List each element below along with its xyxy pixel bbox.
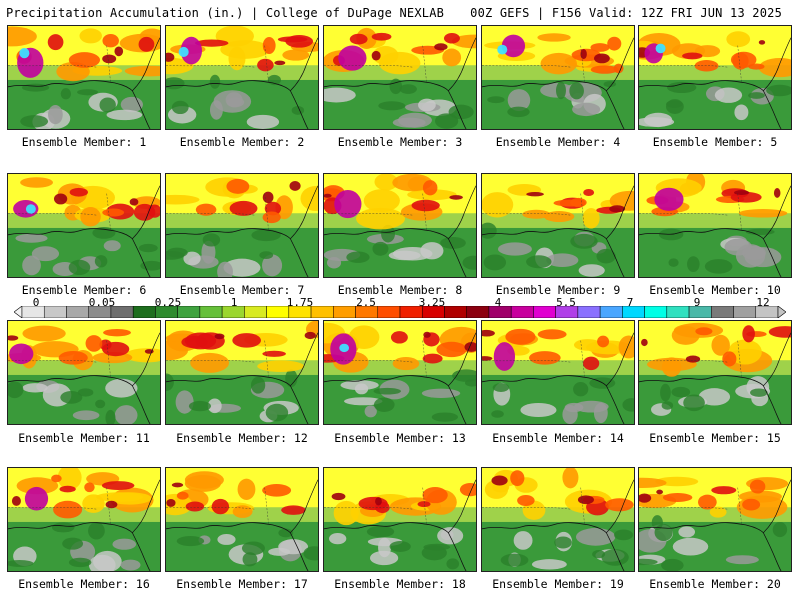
colorbar-tick-label: 12	[756, 296, 770, 309]
ensemble-map-panel[interactable]	[481, 173, 635, 278]
panel-label: Ensemble Member: 5	[652, 135, 778, 149]
colorbar-swatch	[444, 306, 467, 318]
colorbar-tick-label: 2.5	[356, 296, 376, 309]
panel-label: Ensemble Member: 18	[334, 577, 466, 591]
precip-field	[482, 26, 634, 129]
colorbar-tick-label: 5.5	[556, 296, 576, 309]
panel-label: Ensemble Member: 9	[495, 283, 621, 297]
panel-label: Ensemble Member: 7	[179, 283, 305, 297]
panel-label: Ensemble Member: 8	[337, 283, 463, 297]
precip-field	[324, 468, 476, 571]
colorbar-swatch	[466, 306, 490, 318]
ensemble-map-panel[interactable]	[323, 25, 477, 130]
colorbar-swatch	[266, 306, 290, 318]
colorbar-right-arrow	[777, 306, 786, 318]
panel-label: Ensemble Member: 19	[492, 577, 624, 591]
precip-field	[166, 174, 318, 277]
colorbar-swatch	[577, 306, 601, 318]
ensemble-map-panel[interactable]	[323, 173, 477, 278]
precip-field	[8, 321, 160, 424]
panel-label: Ensemble Member: 1	[21, 135, 147, 149]
panel-label: Ensemble Member: 11	[18, 431, 150, 445]
colorbar-tick-label: 1	[230, 296, 238, 309]
precip-field	[482, 468, 634, 571]
ensemble-map-panel[interactable]	[638, 173, 792, 278]
colorbar-tick-label: 0.25	[154, 296, 182, 309]
precip-field	[8, 468, 160, 571]
ensemble-map-panel[interactable]	[7, 173, 161, 278]
colorbar-tick-label: 7	[626, 296, 634, 309]
precip-field	[166, 321, 318, 424]
ensemble-map-panel[interactable]	[638, 25, 792, 130]
colorbar-swatch	[132, 306, 156, 318]
precip-field	[639, 468, 791, 571]
ensemble-map-panel[interactable]	[165, 25, 319, 130]
colorbar	[14, 306, 786, 318]
colorbar-left-arrow	[14, 306, 23, 318]
ensemble-map-panel[interactable]	[323, 467, 477, 572]
ensemble-map-panel[interactable]	[7, 25, 161, 130]
ensemble-map-panel[interactable]	[481, 320, 635, 425]
ensemble-map-panel[interactable]	[165, 467, 319, 572]
colorbar-swatch	[43, 306, 67, 318]
colorbar-tick-label: 4	[494, 296, 502, 309]
panel-label: Ensemble Member: 6	[21, 283, 147, 297]
colorbar-tick-label: 3.25	[418, 296, 446, 309]
colorbar-tick-label: 0.05	[88, 296, 116, 309]
ensemble-map-panel[interactable]	[481, 467, 635, 572]
colorbar-swatch	[533, 306, 556, 318]
panel-label: Ensemble Member: 17	[176, 577, 308, 591]
precip-field	[166, 26, 318, 129]
colorbar-swatch	[310, 306, 334, 318]
colorbar-swatch	[711, 306, 734, 318]
colorbar-swatch	[666, 306, 690, 318]
precip-field	[639, 321, 791, 424]
panel-label: Ensemble Member: 12	[176, 431, 308, 445]
colorbar-swatch	[199, 306, 223, 318]
panel-label: Ensemble Member: 4	[495, 135, 621, 149]
precip-field	[324, 321, 476, 424]
precip-field	[482, 174, 634, 277]
colorbar-swatch	[733, 306, 757, 318]
ensemble-map-panel[interactable]	[7, 467, 161, 572]
panel-label: Ensemble Member: 2	[179, 135, 305, 149]
colorbar-swatch	[644, 306, 668, 318]
precip-field	[166, 468, 318, 571]
ensemble-map-panel[interactable]	[323, 320, 477, 425]
colorbar-swatch	[510, 306, 534, 318]
precip-field	[324, 26, 476, 129]
map-title: Precipitation Accumulation (in.) | Colle…	[6, 6, 445, 20]
colorbar-tick-label: 9	[693, 296, 701, 309]
precip-field	[639, 174, 791, 277]
precip-field	[8, 174, 160, 277]
ensemble-map-panel[interactable]	[638, 320, 792, 425]
colorbar-swatch	[622, 306, 645, 318]
panel-label: Ensemble Member: 3	[337, 135, 463, 149]
precip-field	[482, 321, 634, 424]
ensemble-map-panel[interactable]	[638, 467, 792, 572]
valid-time: 00Z GEFS | F156 Valid: 12Z FRI JUN 13 20…	[470, 6, 782, 20]
ensemble-map-panel[interactable]	[165, 320, 319, 425]
ensemble-map-panel[interactable]	[165, 173, 319, 278]
precip-field	[324, 174, 476, 277]
colorbar-swatch	[244, 306, 267, 318]
colorbar-swatch	[377, 306, 401, 318]
panel-label: Ensemble Member: 14	[492, 431, 624, 445]
panel-label: Ensemble Member: 10	[649, 283, 781, 297]
panel-label: Ensemble Member: 20	[649, 577, 781, 591]
ensemble-map-panel[interactable]	[481, 25, 635, 130]
precip-field	[639, 26, 791, 129]
panel-label: Ensemble Member: 13	[334, 431, 466, 445]
colorbar-swatch	[66, 306, 89, 318]
colorbar-tick-label: 1.75	[286, 296, 314, 309]
panel-label: Ensemble Member: 15	[649, 431, 781, 445]
panel-label: Ensemble Member: 16	[18, 577, 150, 591]
colorbar-tick-label: 0	[32, 296, 40, 309]
ensemble-map-panel[interactable]	[7, 320, 161, 425]
colorbar-swatch	[333, 306, 356, 318]
precip-field	[8, 26, 160, 129]
colorbar-swatch	[599, 306, 623, 318]
